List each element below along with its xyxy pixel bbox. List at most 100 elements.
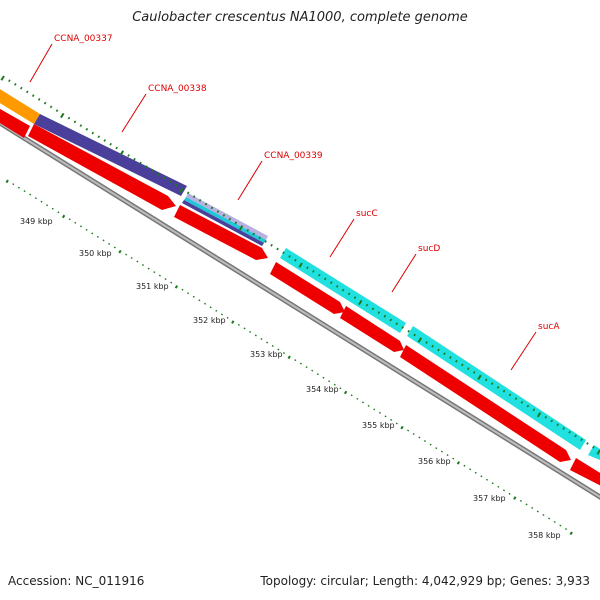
ruler-label: 355 kbp bbox=[362, 421, 395, 430]
minor-tick bbox=[187, 292, 190, 295]
minor-tick bbox=[418, 436, 421, 439]
minor-tick bbox=[532, 408, 536, 412]
minor-tick bbox=[258, 236, 261, 240]
gene-label[interactable]: sucA bbox=[538, 322, 560, 332]
minor-tick bbox=[389, 318, 393, 322]
minor-tick bbox=[163, 176, 166, 180]
major-tick bbox=[60, 112, 65, 119]
cds-arrow[interactable] bbox=[400, 345, 571, 462]
major-tick bbox=[287, 355, 291, 360]
minor-tick bbox=[68, 218, 71, 221]
minor-tick bbox=[220, 313, 223, 316]
gene-bar-suca[interactable] bbox=[588, 445, 600, 462]
minor-tick bbox=[425, 341, 428, 344]
gene-label[interactable]: sucD bbox=[418, 244, 440, 254]
minor-tick bbox=[237, 323, 240, 326]
minor-tick bbox=[455, 359, 458, 363]
minor-tick bbox=[353, 296, 357, 299]
major-tick bbox=[298, 262, 303, 268]
minor-tick bbox=[542, 513, 545, 516]
major-tick bbox=[400, 425, 404, 430]
minor-tick bbox=[277, 348, 280, 351]
major-tick bbox=[119, 150, 125, 156]
minor-tick bbox=[559, 524, 562, 527]
minor-tick bbox=[40, 200, 43, 203]
minor-tick bbox=[562, 427, 565, 430]
minor-tick bbox=[412, 433, 415, 436]
minor-tick bbox=[85, 127, 89, 131]
minor-tick bbox=[20, 86, 23, 90]
lower-tick-ruler bbox=[5, 179, 573, 536]
minor-tick bbox=[115, 146, 118, 150]
major-tick bbox=[477, 374, 482, 380]
minor-tick bbox=[339, 387, 342, 390]
genome-summary-text: Topology: circular; Length: 4,042,929 bp… bbox=[260, 574, 590, 588]
minor-tick bbox=[139, 161, 142, 165]
gene-label[interactable]: sucC bbox=[356, 209, 378, 219]
minor-tick bbox=[328, 380, 331, 383]
minor-tick bbox=[169, 180, 172, 184]
minor-tick bbox=[586, 442, 589, 445]
ruler-label: 358 kbp bbox=[528, 531, 561, 540]
cds-arrow[interactable] bbox=[340, 306, 404, 352]
minor-tick bbox=[254, 334, 257, 337]
gene-label[interactable]: CCNA_00337 bbox=[54, 34, 113, 44]
minor-tick bbox=[151, 169, 154, 172]
minor-tick bbox=[67, 116, 71, 120]
minor-tick bbox=[37, 98, 41, 101]
minor-tick bbox=[125, 253, 128, 256]
gene-labels: CCNA_00337 CCNA_00338 CCNA_00339 sucC su… bbox=[29, 34, 560, 371]
minor-tick bbox=[413, 333, 416, 337]
minor-tick bbox=[97, 135, 101, 139]
minor-tick bbox=[276, 247, 279, 251]
minor-tick bbox=[252, 232, 255, 236]
minor-tick bbox=[463, 464, 466, 467]
gene-label[interactable]: CCNA_00338 bbox=[148, 84, 207, 94]
minor-tick bbox=[17, 186, 20, 189]
minor-tick bbox=[486, 478, 489, 481]
minor-tick bbox=[502, 489, 505, 492]
major-tick bbox=[231, 320, 235, 324]
minor-tick bbox=[108, 242, 111, 245]
accession-text: Accession: NC_011916 bbox=[8, 574, 145, 588]
minor-tick bbox=[147, 267, 150, 270]
gene-bar-ccna-00337[interactable] bbox=[0, 86, 40, 124]
cds-arrow[interactable] bbox=[174, 205, 268, 260]
major-tick bbox=[343, 390, 348, 395]
minor-tick bbox=[367, 404, 370, 407]
minor-tick bbox=[271, 345, 274, 348]
cds-arrow[interactable] bbox=[0, 106, 30, 138]
cds-arrow[interactable] bbox=[570, 458, 600, 488]
minor-tick bbox=[136, 260, 139, 263]
minor-tick bbox=[49, 105, 53, 109]
minor-tick bbox=[243, 327, 246, 330]
minor-tick bbox=[181, 288, 184, 291]
gene-bar-sucd[interactable] bbox=[407, 326, 586, 450]
cds-arrow[interactable] bbox=[28, 124, 176, 210]
minor-tick bbox=[226, 316, 229, 319]
gene-label[interactable]: CCNA_00339 bbox=[264, 151, 323, 161]
minor-tick bbox=[174, 184, 178, 187]
minor-tick bbox=[407, 429, 410, 432]
major-tick bbox=[179, 187, 184, 193]
minor-tick bbox=[282, 251, 285, 255]
minor-tick bbox=[246, 228, 250, 232]
gene-bar-ccna-00338[interactable] bbox=[34, 114, 187, 196]
minor-tick bbox=[497, 485, 500, 488]
minor-tick bbox=[31, 94, 35, 98]
map-title: Caulobacter crescentus NA1000, complete … bbox=[132, 10, 468, 25]
minor-tick bbox=[480, 475, 483, 478]
major-tick bbox=[5, 179, 9, 184]
minor-tick bbox=[306, 266, 309, 270]
minor-tick bbox=[365, 303, 369, 307]
ruler-label: 353 kbp bbox=[250, 350, 283, 359]
minor-tick bbox=[73, 120, 77, 124]
minor-tick bbox=[141, 264, 145, 267]
minor-tick bbox=[531, 506, 534, 509]
major-tick bbox=[0, 75, 5, 81]
minor-tick bbox=[91, 131, 95, 135]
major-tick bbox=[569, 531, 573, 536]
minor-tick bbox=[449, 356, 452, 359]
minor-tick bbox=[198, 198, 202, 202]
cds-arrow[interactable] bbox=[270, 262, 345, 314]
